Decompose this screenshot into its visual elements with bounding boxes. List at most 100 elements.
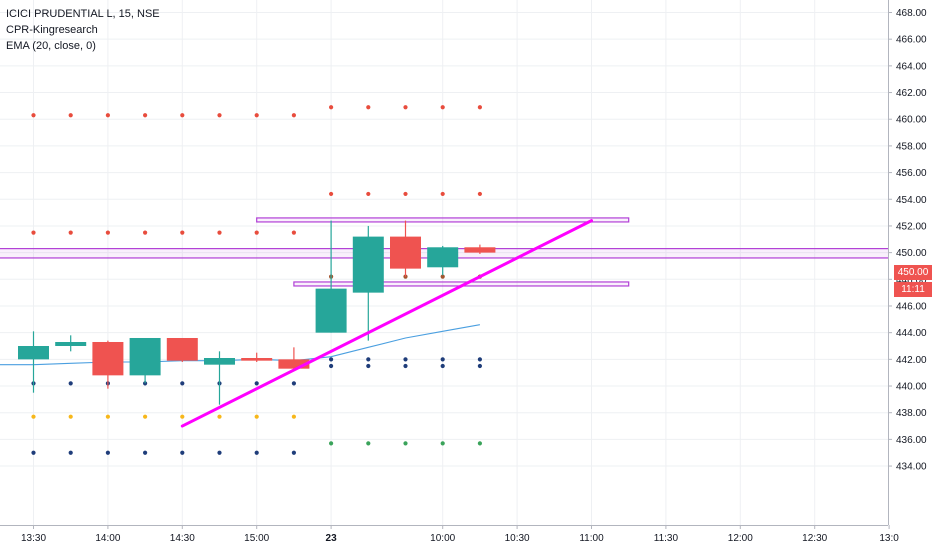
cpr-dot: [31, 113, 36, 118]
cpr-dot: [440, 357, 445, 362]
cpr-dot: [254, 450, 259, 455]
cpr-dot: [143, 414, 148, 419]
cpr-dot: [68, 414, 73, 419]
cpr-dot: [105, 450, 110, 455]
candle: [241, 352, 273, 363]
cpr-dot: [105, 414, 110, 419]
cpr-dot: [217, 230, 222, 235]
cpr-dot: [477, 191, 482, 197]
time-tick-label: 12:30: [802, 533, 827, 544]
price-tick-label: 450.00: [896, 248, 927, 259]
time-tick-label: 10:30: [505, 533, 530, 544]
candle: [352, 225, 384, 341]
price-tick-label: 448.00: [896, 275, 927, 286]
price-tick-label: 454.00: [896, 195, 927, 206]
candle: [315, 220, 347, 333]
cpr-dot: [31, 450, 36, 455]
price-tick-label: 464.00: [896, 61, 927, 72]
cpr-dot: [143, 450, 148, 455]
cpr-dot: [329, 441, 334, 446]
cpr-dot: [403, 105, 408, 110]
cpr-dot: [477, 357, 482, 362]
price-tick-label: 438.00: [896, 408, 927, 419]
time-tick-label: 15:00: [244, 533, 269, 544]
cpr-dot: [217, 414, 222, 419]
candle: [204, 351, 235, 405]
trendline-segment: [180, 219, 593, 428]
time-tick-label: 11:00: [579, 533, 604, 544]
candle: [427, 245, 459, 276]
cpr-dot: [143, 230, 148, 235]
cpr-dot: [31, 414, 36, 419]
candle-body: [166, 337, 198, 361]
candle-body: [18, 346, 49, 360]
cpr-dot: [440, 105, 445, 110]
cpr-dot: [180, 230, 185, 235]
time-tick-label: 12:00: [728, 533, 753, 544]
trendline[interactable]: [180, 219, 593, 428]
candle: [278, 347, 310, 371]
cpr-dot: [366, 357, 371, 362]
cpr-dot: [403, 441, 408, 446]
price-tick-label: 458.00: [896, 141, 927, 152]
price-tick-label: 466.00: [896, 35, 927, 46]
indicator-cpr-label[interactable]: CPR-Kingresearch: [6, 24, 98, 36]
cpr-dot: [217, 113, 222, 118]
cpr-dot: [68, 450, 73, 455]
time-tick-label: 13:0: [879, 533, 899, 544]
cpr-dot: [68, 230, 73, 235]
candle-body: [390, 236, 421, 269]
time-tick-label: 11:30: [654, 533, 679, 544]
cpr-dot: [180, 414, 185, 419]
symbol-title[interactable]: ICICI PRUDENTIAL L, 15, NSE: [6, 8, 160, 20]
price-tick-label: 462.00: [896, 88, 927, 99]
cpr-dot: [477, 363, 482, 369]
last-price-tag: 450.00: [894, 265, 932, 280]
cpr-dot: [403, 363, 408, 369]
price-zone: [256, 217, 630, 223]
cpr-dot: [366, 105, 371, 110]
cpr-dot: [143, 113, 148, 118]
cpr-dot: [366, 363, 371, 369]
candle-body: [278, 359, 310, 369]
candle: [464, 244, 496, 254]
candle: [92, 340, 124, 389]
candle-body: [464, 247, 496, 253]
candle-body: [129, 337, 161, 376]
cpr-dot: [105, 113, 110, 118]
time-axis[interactable]: 13:30 14:00 14:30 15:00 23 10:00 10:30 11:00 11:…: [0, 525, 932, 550]
cpr-dot: [291, 414, 296, 419]
cpr-dot: [68, 113, 73, 118]
cpr-dot: [440, 191, 445, 197]
time-tick-label: 23: [326, 533, 338, 544]
cpr-dot: [180, 450, 185, 455]
time-tick-label: 10:00: [430, 533, 455, 544]
candle-body: [204, 358, 235, 365]
cpr-dot: [440, 441, 445, 446]
cpr-dot: [254, 381, 259, 386]
price-tick-label: 446.00: [896, 301, 927, 312]
candle: [129, 337, 161, 384]
cpr-dot: [329, 363, 334, 369]
candle: [55, 335, 87, 352]
candle-body: [427, 247, 459, 268]
price-tick-label: 442.00: [896, 355, 927, 366]
price-tick-label: 468.00: [896, 8, 927, 19]
candle-body: [352, 236, 384, 293]
candle-body: [241, 358, 273, 361]
cpr-dot: [366, 191, 371, 197]
time-tick-label: 14:30: [170, 533, 195, 544]
candle: [390, 220, 421, 277]
cpr-dot: [477, 441, 482, 446]
time-tick-label: 13:30: [21, 533, 46, 544]
cpr-dot: [440, 363, 445, 369]
cpr-dot: [403, 191, 408, 197]
cpr-dot: [105, 230, 110, 235]
cpr-dot: [291, 450, 296, 455]
cpr-dot: [217, 450, 222, 455]
price-tick-label: 452.00: [896, 221, 927, 232]
price-tick-label: 444.00: [896, 328, 927, 339]
indicator-ema-label[interactable]: EMA (20, close, 0): [6, 40, 96, 52]
chart-legend: ICICI PRUDENTIAL L, 15, NSE CPR-Kingrese…: [6, 6, 160, 54]
